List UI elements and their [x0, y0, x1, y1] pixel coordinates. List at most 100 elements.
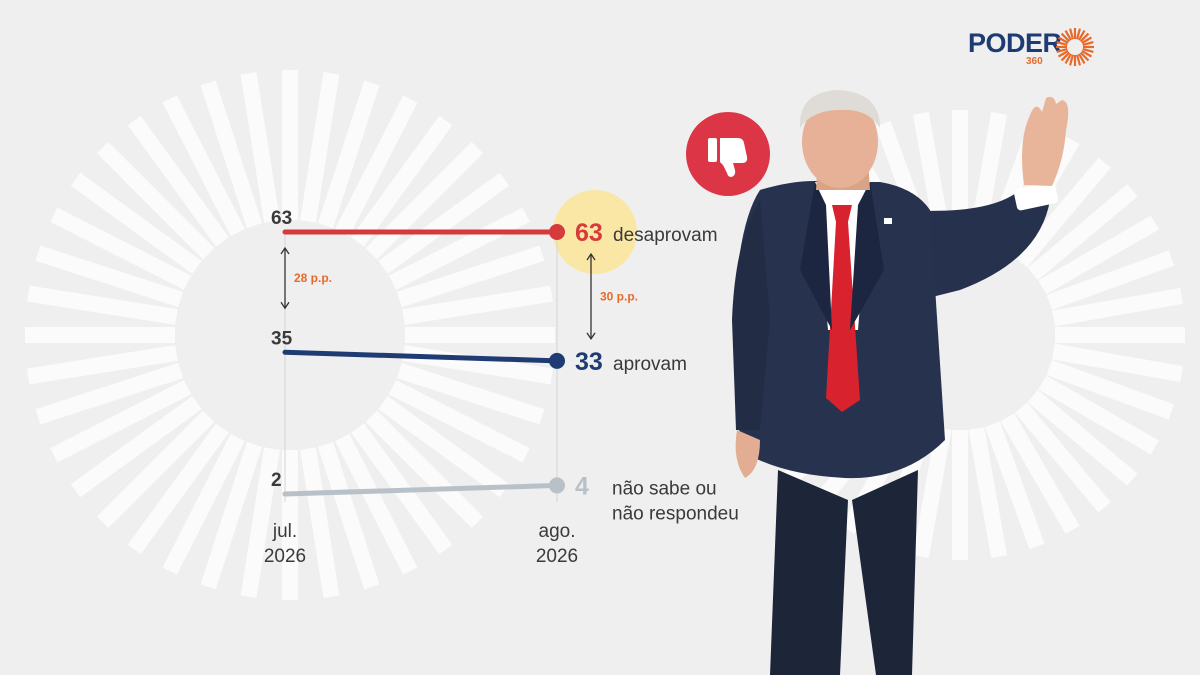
logo-sun-ray: [1082, 48, 1094, 53]
gap-arrow-head: [586, 332, 596, 341]
x-tick-label: ago.: [539, 521, 576, 542]
end-value-label: 63: [575, 219, 603, 247]
sunburst-ray: [127, 423, 229, 555]
gap-annotation-label: 30 p.p.: [600, 289, 638, 303]
logo-sun-ray: [1082, 41, 1094, 46]
logo-sun-ray: [1078, 29, 1086, 41]
sunburst-ray: [1038, 215, 1159, 295]
series-name-label: desaprovam: [613, 225, 718, 246]
series-name-label: não sabe ou: [612, 478, 717, 499]
logo-sun-ray: [1057, 50, 1069, 58]
logo-sun-ray: [1060, 51, 1071, 62]
sunburst-ray: [1052, 343, 1183, 382]
logo-wordmark: PODER: [968, 28, 1062, 58]
sunburst-ray: [300, 72, 340, 223]
series-point: [549, 352, 565, 369]
sunburst-ray: [335, 433, 418, 575]
sunburst-ray: [1046, 250, 1175, 311]
sunburst-ray: [27, 285, 178, 325]
gap-arrow-head: [586, 252, 596, 261]
highlight-circle: [553, 190, 637, 274]
sunburst-ray: [378, 396, 510, 498]
sunburst-ray: [402, 285, 553, 325]
sunburst-ray: [396, 245, 545, 308]
series-point: [549, 224, 565, 240]
logo-sun-ray: [1076, 28, 1081, 40]
sunburst-ray: [300, 447, 340, 598]
sunburst-ray: [127, 115, 229, 247]
sunburst-ray: [1027, 389, 1138, 486]
logo-sun-ray: [1069, 28, 1074, 40]
sunburst-ray: [27, 345, 178, 385]
sunburst-ray: [317, 80, 380, 229]
sunburst-ray: [70, 396, 202, 498]
sunburst-ray: [317, 441, 380, 590]
sunburst-ray: [1038, 375, 1159, 455]
gap-arrow-head: [280, 246, 290, 255]
end-value-label: 4: [575, 472, 589, 500]
x-tick-label: 2026: [264, 546, 306, 567]
start-value-label: 2: [271, 470, 282, 491]
sunburst-ray: [984, 421, 1045, 550]
logo-sun-ray: [1078, 53, 1086, 65]
sunburst-ray: [162, 95, 245, 237]
sunburst-ray: [913, 427, 952, 558]
sunburst-ray: [240, 72, 280, 223]
sunburst-ray: [162, 433, 245, 575]
logo-sun-ray: [1079, 51, 1090, 62]
logo-sun-ray: [1064, 29, 1072, 41]
sunburst-ray: [1052, 288, 1183, 327]
sunburst-ray: [1046, 359, 1175, 420]
series-name-label: aprovam: [613, 354, 687, 375]
logo-sun-ray: [1060, 32, 1071, 43]
sunburst-ray: [1027, 184, 1138, 281]
start-value-label: 35: [271, 328, 293, 349]
sunburst-ray: [1014, 402, 1111, 513]
sunburst-ray: [396, 362, 545, 425]
sunburst-ray: [968, 427, 1007, 558]
gap-arrow-head: [280, 301, 290, 310]
sunburst-ray: [70, 172, 202, 274]
logo-sun-ray: [1057, 36, 1069, 44]
sunburst-ray: [378, 172, 510, 274]
logo-sun-ray: [1056, 41, 1068, 46]
sunburst-ray: [96, 410, 215, 529]
x-tick-label: jul.: [272, 521, 297, 542]
sunburst-ray: [365, 141, 484, 260]
logo-sun-ray: [1079, 32, 1090, 43]
start-value-label: 63: [271, 208, 292, 229]
logo-subtext: 360: [1026, 56, 1043, 67]
gap-annotation-label: 28 p.p.: [294, 271, 332, 285]
logo-sun-ray: [1064, 53, 1072, 65]
sunburst-ray: [200, 441, 263, 590]
series-line: [282, 482, 560, 497]
thumbs-down-icon: [708, 138, 748, 177]
disapproval-badge: [686, 112, 770, 196]
logo-sun-ray: [1081, 50, 1093, 58]
sunburst-ray: [35, 245, 184, 308]
logo-sun-ray: [1081, 36, 1093, 44]
logo-sun-ray: [1069, 54, 1074, 66]
logo-sun-ray: [1056, 48, 1068, 53]
end-value-label: 33: [575, 348, 603, 376]
sunburst-ray: [388, 207, 530, 290]
sunburst-ray: [50, 380, 192, 463]
sunburst-ray: [388, 380, 530, 463]
sunburst-ray: [200, 80, 263, 229]
sunburst-ray: [96, 141, 215, 260]
logo-sun-ray: [1076, 54, 1081, 66]
series-name-label: não respondeu: [612, 503, 739, 524]
sunburst-ray: [1000, 413, 1080, 534]
series-point: [549, 477, 565, 494]
sunburst-ray: [35, 362, 184, 425]
sunburst-ray: [351, 115, 453, 247]
sunburst-ray: [50, 207, 192, 290]
sunburst-ray: [1014, 157, 1111, 268]
sunburst-ray: [365, 410, 484, 529]
series-line: [282, 349, 560, 364]
poder360-logo: PODER 360: [968, 26, 1098, 70]
sunburst-ray: [240, 447, 280, 598]
logo-sun-icon: [1056, 28, 1094, 66]
